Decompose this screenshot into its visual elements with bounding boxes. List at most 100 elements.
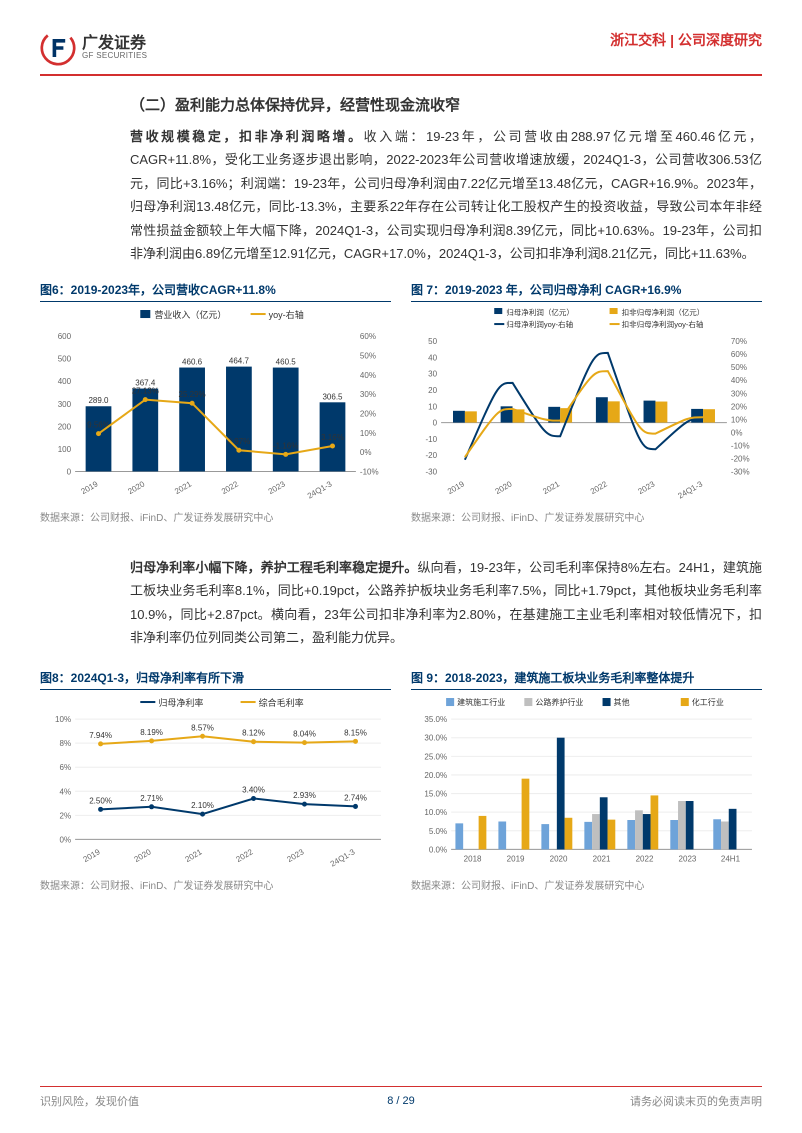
svg-text:2023: 2023	[267, 480, 287, 497]
svg-text:0: 0	[433, 419, 438, 428]
chart-7-title: 图 7：2019-2023 年，公司归母净利 CAGR+16.9%	[411, 281, 762, 302]
svg-text:2.93%: 2.93%	[293, 792, 316, 801]
page-header: 广发证券 GF SECURITIES 浙江交科 | 公司深度研究	[40, 30, 762, 76]
svg-text:0%: 0%	[360, 448, 372, 457]
svg-text:2%: 2%	[60, 812, 72, 821]
svg-text:20: 20	[428, 386, 437, 395]
chart-6-source: 数据来源：公司财报、iFinD、广发证券发展研究中心	[40, 509, 391, 524]
svg-text:其他: 其他	[614, 697, 630, 707]
chart-7: 图 7：2019-2023 年，公司归母净利 CAGR+16.9% 归母净利润（…	[411, 281, 762, 524]
svg-text:归母净利润yoy-右轴: 归母净利润yoy-右轴	[506, 319, 573, 329]
svg-text:4%: 4%	[60, 788, 72, 797]
svg-text:归母净利率: 归母净利率	[158, 698, 203, 709]
svg-text:25.0%: 25.0%	[424, 753, 447, 762]
svg-text:0.0%: 0.0%	[429, 846, 447, 855]
svg-text:24Q1-3: 24Q1-3	[329, 848, 357, 869]
svg-text:0%: 0%	[731, 429, 743, 438]
svg-text:2022: 2022	[235, 848, 255, 865]
doc-type: 公司深度研究	[678, 30, 762, 50]
logo-text-cn: 广发证券	[82, 35, 147, 53]
svg-text:-10: -10	[425, 435, 437, 444]
footer-disclaimer: 请务必阅读末页的免责声明	[630, 1093, 762, 1109]
svg-text:2021: 2021	[184, 848, 204, 865]
svg-text:营业收入（亿元）: 营业收入（亿元）	[154, 309, 226, 320]
svg-text:25.29%: 25.29%	[179, 391, 206, 400]
svg-text:2.10%: 2.10%	[191, 802, 214, 811]
chart-6-svg: 营业收入（亿元）yoy-右轴0100200300400500600-10%0%1…	[40, 306, 391, 507]
svg-text:8.12%: 8.12%	[242, 729, 265, 738]
svg-text:扣非归母净利润（亿元）: 扣非归母净利润（亿元）	[622, 307, 705, 317]
charts-row-2: 图8：2024Q1-3，归母净利率有所下滑 归母净利率综合毛利率0%2%4%6%…	[40, 669, 762, 892]
svg-text:公路养护行业: 公路养护行业	[535, 697, 583, 707]
chart-8-svg: 归母净利率综合毛利率0%2%4%6%8%10%2.50%2.71%2.10%3.…	[40, 694, 391, 875]
svg-text:-1.16%: -1.16%	[273, 442, 298, 451]
svg-text:3.40%: 3.40%	[242, 786, 265, 795]
page-footer: 识别风险，发现价值 8 / 29 请务必阅读末页的免责声明	[0, 1086, 802, 1109]
svg-text:2020: 2020	[133, 848, 153, 865]
svg-text:20%: 20%	[731, 403, 747, 412]
svg-text:7.94%: 7.94%	[89, 731, 112, 740]
company-name: 浙江交科	[610, 30, 666, 50]
charts-row-1: 图6：2019-2023年，公司营收CAGR+11.8% 营业收入（亿元） yoy…	[40, 281, 762, 524]
svg-text:2019: 2019	[82, 848, 102, 865]
paragraph-1-body: 收入端：19-23年，公司营收由288.97亿元增至460.46亿元，CAGR+…	[130, 129, 762, 261]
logo: 广发证券 GF SECURITIES	[40, 30, 147, 66]
footer-left: 识别风险，发现价值	[40, 1093, 139, 1109]
logo-text-en: GF SECURITIES	[82, 52, 147, 61]
svg-text:yoy-右轴: yoy-右轴	[269, 309, 304, 320]
svg-text:2019: 2019	[80, 480, 100, 497]
paragraph-1-bold: 营收规模稳定，扣非净利润略增。	[130, 129, 364, 144]
svg-text:10.0%: 10.0%	[424, 809, 447, 818]
svg-text:-20%: -20%	[731, 455, 750, 464]
svg-text:2023: 2023	[636, 480, 656, 497]
svg-text:2023: 2023	[286, 848, 306, 865]
svg-text:40: 40	[428, 354, 437, 363]
svg-text:0: 0	[67, 468, 72, 477]
svg-text:5.0%: 5.0%	[429, 827, 447, 836]
svg-text:8.19%: 8.19%	[140, 728, 163, 737]
svg-text:306.5: 306.5	[322, 393, 343, 402]
chart-8-title: 图8：2024Q1-3，归母净利率有所下滑	[40, 669, 391, 690]
svg-text:50%: 50%	[731, 364, 747, 373]
svg-text:464.7: 464.7	[229, 357, 250, 366]
paragraph-1: 营收规模稳定，扣非净利润略增。收入端：19-23年，公司营收由288.97亿元增…	[130, 125, 762, 265]
svg-text:24Q1-3: 24Q1-3	[306, 480, 334, 501]
chart-6: 图6：2019-2023年，公司营收CAGR+11.8% 营业收入（亿元） yoy…	[40, 281, 391, 524]
svg-text:27.13%: 27.13%	[132, 387, 159, 396]
svg-text:2019: 2019	[446, 480, 466, 497]
chart-8-source: 数据来源：公司财报、iFinD、广发证券发展研究中心	[40, 877, 391, 892]
svg-text:-20: -20	[425, 452, 437, 461]
footer-page-number: 8 / 29	[387, 1095, 415, 1107]
svg-text:35.0%: 35.0%	[424, 716, 447, 725]
svg-text:建筑施工行业: 建筑施工行业	[457, 697, 505, 707]
svg-text:2020: 2020	[126, 480, 146, 497]
svg-text:-30%: -30%	[731, 468, 750, 477]
svg-text:400: 400	[58, 378, 72, 387]
chart-6-title: 图6：2019-2023年，公司营收CAGR+11.8%	[40, 281, 391, 302]
svg-text:2020: 2020	[494, 480, 514, 497]
svg-text:289.0: 289.0	[88, 397, 109, 406]
svg-text:10%: 10%	[360, 429, 376, 438]
svg-text:600: 600	[58, 332, 72, 341]
svg-text:8.15%: 8.15%	[344, 729, 367, 738]
logo-icon	[40, 30, 76, 66]
svg-text:200: 200	[58, 423, 72, 432]
chart-7-source: 数据来源：公司财报、iFinD、广发证券发展研究中心	[411, 509, 762, 524]
svg-text:2022: 2022	[220, 480, 240, 497]
svg-text:100: 100	[58, 445, 72, 454]
svg-text:50%: 50%	[360, 352, 376, 361]
svg-text:24H1: 24H1	[721, 855, 741, 864]
svg-text:30.0%: 30.0%	[424, 734, 447, 743]
svg-text:2.71%: 2.71%	[140, 794, 163, 803]
svg-text:-10%: -10%	[731, 442, 750, 451]
svg-text:2019: 2019	[507, 855, 525, 864]
svg-text:30%: 30%	[731, 390, 747, 399]
svg-text:40%: 40%	[360, 371, 376, 380]
svg-text:2.50%: 2.50%	[89, 797, 112, 806]
svg-text:10: 10	[428, 403, 437, 412]
chart-7-svg: 归母净利润（亿元）扣非归母净利润（亿元）归母净利润yoy-右轴扣非归母净利润yo…	[411, 306, 762, 507]
svg-text:60%: 60%	[731, 350, 747, 359]
svg-text:2018: 2018	[464, 855, 482, 864]
svg-text:-10%: -10%	[360, 468, 379, 477]
svg-text:8.57%: 8.57%	[191, 724, 214, 733]
